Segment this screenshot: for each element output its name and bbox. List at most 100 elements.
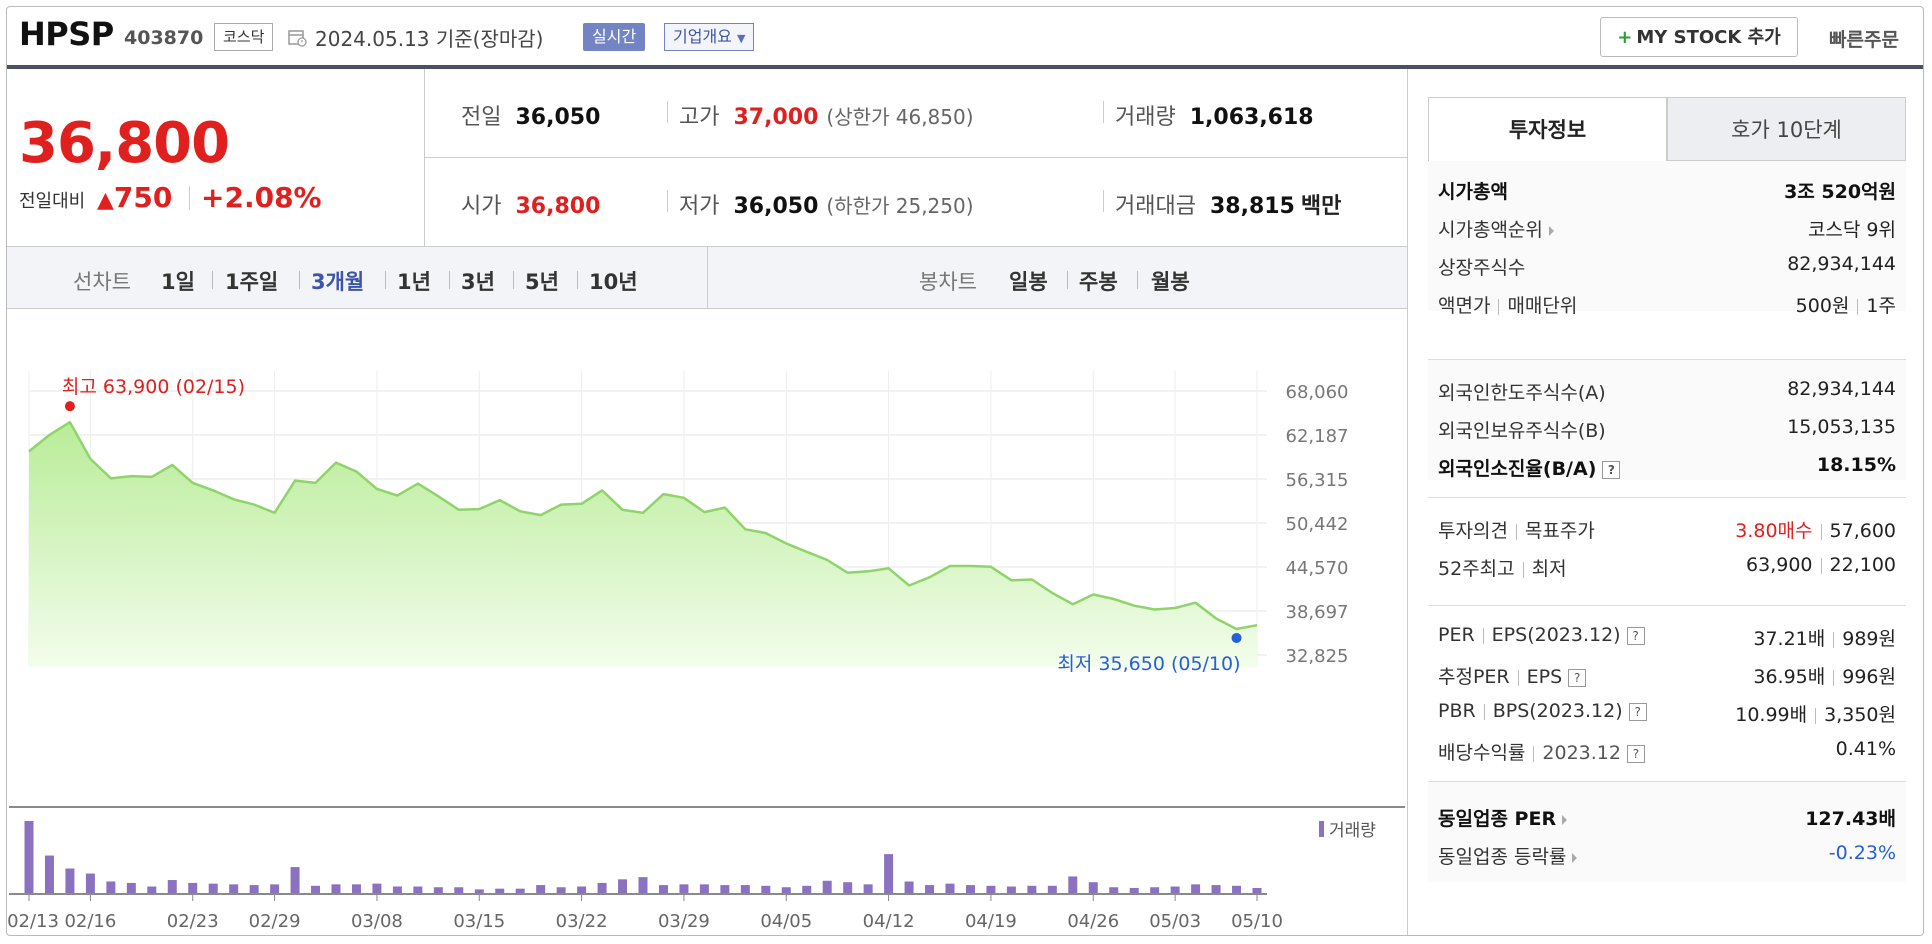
divider: [1428, 781, 1906, 782]
quick-order-link[interactable]: 빠른주문: [1829, 29, 1899, 51]
up-triangle-icon: ▲: [97, 188, 114, 213]
market-cap-label: 시가총액: [1438, 181, 1508, 203]
divider: [1428, 605, 1906, 606]
tab-monthly[interactable]: 월봉: [1151, 270, 1190, 294]
industry-per-link[interactable]: 동일업종 PER: [1438, 804, 1568, 831]
period-tabs: 선차트 1일 1주일 3개월 1년 3년 5년 10년 봉차트 일봉 주봉 월봉: [7, 247, 1407, 309]
eps-label: EPS(2023.12): [1491, 624, 1621, 646]
divider: [212, 271, 213, 289]
company-overview-dropdown[interactable]: 기업개요 ▼: [664, 23, 755, 51]
foreign-hold-label: 외국인보유주식수(B): [1438, 420, 1606, 442]
high-marker: [64, 401, 75, 412]
volume-bar: [372, 883, 382, 893]
divider: [1067, 271, 1068, 289]
divider: [449, 271, 450, 289]
price-area: [29, 422, 1257, 667]
volume-bar: [986, 885, 996, 893]
target-label: 목표주가: [1524, 520, 1595, 542]
tab-1d[interactable]: 1일: [161, 270, 195, 294]
current-price: 36,800: [19, 111, 230, 176]
y-tick-label: 50,442: [1286, 514, 1349, 535]
divider: [1137, 271, 1138, 289]
tab-5y[interactable]: 5년: [525, 270, 559, 294]
volume-bar: [1150, 887, 1160, 893]
bps-label: BPS(2023.12): [1492, 700, 1623, 722]
change-amount: ▲750: [97, 181, 172, 214]
volume-bar: [229, 884, 239, 893]
help-icon[interactable]: ?: [1626, 626, 1645, 645]
high-label: 고가: [679, 105, 720, 130]
x-tick-label: 03/29: [658, 911, 710, 932]
x-tick-label: 02/16: [64, 911, 116, 932]
volume-bar: [270, 884, 280, 893]
target-price: 57,600: [1829, 520, 1896, 542]
x-tick-label: 03/22: [556, 911, 608, 932]
divider: [1820, 523, 1822, 540]
volume-bar: [454, 887, 464, 893]
volume-bar: [1088, 882, 1098, 893]
help-icon[interactable]: ?: [1568, 668, 1587, 687]
low-value: 36,050: [733, 194, 819, 219]
volume-bar: [577, 886, 587, 893]
week52-high-label: 52주최고: [1438, 558, 1515, 580]
low-price: 저가 36,050 (하한가 25,250): [679, 188, 974, 220]
par-unit-label: 액면가 매매단위: [1438, 291, 1577, 318]
tab-weekly[interactable]: 주봉: [1079, 270, 1118, 294]
est-eps-number: 996원: [1842, 666, 1896, 688]
tab-invest-info[interactable]: 투자정보: [1428, 97, 1667, 161]
tab-1w[interactable]: 1주일: [225, 270, 279, 294]
help-icon[interactable]: ?: [1626, 744, 1645, 763]
tab-3y[interactable]: 3년: [461, 270, 495, 294]
industry-per-value: 127.43배: [1805, 808, 1896, 830]
tab-orderbook[interactable]: 호가 10단계: [1667, 97, 1906, 161]
volume-bar: [311, 885, 321, 893]
tab-1y[interactable]: 1년: [397, 270, 431, 294]
tab-daily[interactable]: 일봉: [1009, 270, 1048, 294]
candle-chart-label: 봉차트: [919, 270, 977, 294]
industry-change-link[interactable]: 동일업종 등락률: [1438, 842, 1578, 869]
divider: [1515, 523, 1517, 540]
info-tabs: 투자정보 호가 10단계: [1428, 97, 1906, 161]
bps-number: 3,350원: [1824, 704, 1896, 726]
volume-bar: [843, 882, 853, 893]
tab-3m[interactable]: 3개월: [311, 270, 365, 294]
y-tick-label: 38,697: [1286, 602, 1349, 623]
volume-bar: [740, 885, 750, 893]
low-marker: [1231, 632, 1242, 643]
chevron-right-icon: [1572, 852, 1578, 863]
volume-bar: [413, 886, 423, 893]
unit-value: 1주: [1866, 295, 1896, 317]
divider: [1483, 703, 1485, 720]
foreign-hold-value: 15,053,135: [1787, 416, 1896, 438]
low-label: 저가: [679, 194, 720, 219]
help-icon[interactable]: ?: [1602, 460, 1621, 479]
volume-bar: [1211, 885, 1221, 893]
volume-bar: [699, 884, 709, 893]
trade-amount-value: 38,815: [1209, 194, 1295, 219]
cap-rank-link[interactable]: 시가총액순위: [1438, 215, 1554, 242]
week52-low-label: 최저: [1531, 558, 1567, 580]
opinion-rating: 3.80매수: [1735, 520, 1813, 542]
chevron-right-icon: [1548, 225, 1554, 236]
tab-10y[interactable]: 10년: [589, 270, 638, 294]
realtime-button[interactable]: 실시간: [583, 23, 646, 51]
volume-label: 거래량: [1115, 105, 1176, 130]
foreign-limit-label: 외국인한도주식수(A): [1438, 382, 1606, 404]
high-value: 37,000: [733, 105, 819, 130]
divider: [1498, 298, 1500, 315]
foreign-section: 외국인한도주식수(A) 82,934,144 외국인보유주식수(B) 15,05…: [1428, 360, 1906, 480]
volume-bar: [167, 880, 177, 893]
x-tick-label: 03/08: [351, 911, 403, 932]
high-price: 고가 37,000 (상한가 46,850): [679, 99, 974, 131]
trade-amount-unit: 백만: [1300, 194, 1342, 219]
divider: [1482, 627, 1484, 644]
volume-bar: [188, 882, 198, 893]
volume: 거래량 1,063,618: [1115, 99, 1314, 131]
volume-bar: [822, 880, 832, 893]
add-my-stock-button[interactable]: + MY STOCK 추가: [1600, 17, 1798, 57]
pbr-value: 10.99배 3,350원: [1735, 700, 1896, 727]
opinion-value: 3.80매수 57,600: [1735, 516, 1896, 543]
help-icon[interactable]: ?: [1628, 702, 1647, 721]
divider: [1533, 745, 1535, 762]
volume-bar: [351, 884, 361, 893]
